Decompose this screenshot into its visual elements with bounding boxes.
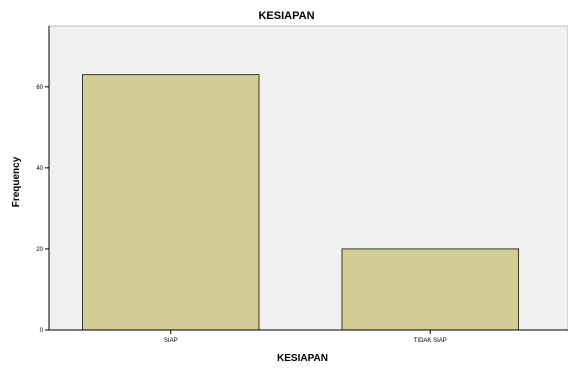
x-tick-label: SIAP <box>164 338 178 344</box>
y-axis-label: Frequency <box>11 156 22 207</box>
bar-tidak-siap <box>341 248 519 331</box>
chart-title: KESIAPAN <box>258 10 314 22</box>
x-ticks: SIAP TIDAK SIAP <box>164 330 447 344</box>
y-tick-label: 60 <box>36 85 43 91</box>
x-axis-label: KESIAPAN <box>277 353 328 364</box>
y-tick-label: 0 <box>40 328 44 334</box>
y-ticks: 0 20 40 60 <box>36 85 49 334</box>
bar-siap <box>82 74 260 331</box>
x-tick-label: TIDAK SIAP <box>414 338 447 344</box>
y-tick-label: 20 <box>36 247 43 253</box>
y-tick-label: 40 <box>36 166 43 172</box>
